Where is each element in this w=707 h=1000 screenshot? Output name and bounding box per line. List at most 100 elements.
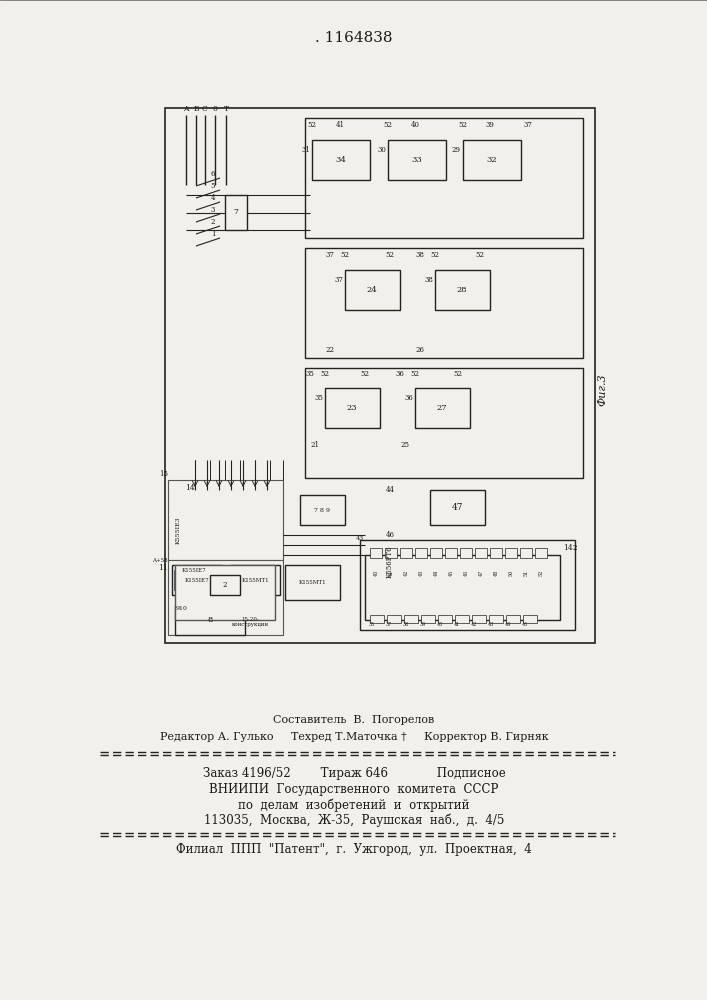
Text: 52: 52 xyxy=(431,251,440,259)
Text: 910: 910 xyxy=(176,605,188,610)
Text: Редактор А. Гулько     Техред Т.Маточка †     Корректор В. Гирняк: Редактор А. Гулько Техред Т.Маточка † Ко… xyxy=(160,732,549,742)
Bar xyxy=(506,615,520,623)
Text: 3: 3 xyxy=(211,206,215,214)
Text: 42: 42 xyxy=(471,622,477,628)
Text: ВНИИПИ  Государственного  комитета  СССР: ВНИИПИ Государственного комитета СССР xyxy=(209,784,498,796)
Text: 39: 39 xyxy=(420,622,426,628)
Text: 35: 35 xyxy=(369,622,375,628)
Text: 7 8 9: 7 8 9 xyxy=(314,508,330,512)
Text: A+58: A+58 xyxy=(153,558,168,562)
Text: 29: 29 xyxy=(452,146,461,154)
Text: 8: 8 xyxy=(207,616,213,624)
Text: 52: 52 xyxy=(383,121,392,129)
Text: 43: 43 xyxy=(356,536,364,540)
Text: 50: 50 xyxy=(508,570,513,576)
Bar xyxy=(490,548,502,558)
Text: 37: 37 xyxy=(325,251,334,259)
Text: 0: 0 xyxy=(213,105,218,113)
Text: 25: 25 xyxy=(400,441,409,449)
Text: 33: 33 xyxy=(411,156,422,164)
Bar xyxy=(168,480,283,560)
Text: 52: 52 xyxy=(361,370,370,378)
Text: 46: 46 xyxy=(464,570,469,576)
Bar xyxy=(445,548,457,558)
Bar xyxy=(175,605,245,635)
Text: 38: 38 xyxy=(416,251,424,259)
Bar xyxy=(305,118,583,238)
Bar xyxy=(370,548,382,558)
Bar xyxy=(415,548,427,558)
Bar xyxy=(300,495,345,525)
Text: Фиг.3: Фиг.3 xyxy=(597,374,607,406)
Bar xyxy=(305,248,583,358)
Bar xyxy=(463,140,521,180)
Bar xyxy=(388,140,446,180)
Text: 51: 51 xyxy=(523,570,529,576)
Bar xyxy=(385,548,397,558)
Text: 1: 1 xyxy=(211,230,215,238)
Text: 44: 44 xyxy=(433,570,438,576)
Text: 15-20-
конструкции: 15-20- конструкции xyxy=(231,617,269,627)
Bar xyxy=(415,388,470,428)
Bar xyxy=(400,548,412,558)
Bar xyxy=(325,388,380,428)
Text: 6: 6 xyxy=(211,170,215,178)
Text: по  делам  изобретений  и  открытий: по делам изобретений и открытий xyxy=(238,798,469,812)
Text: 2: 2 xyxy=(223,581,227,589)
Bar xyxy=(404,615,418,623)
Bar xyxy=(360,540,575,630)
Bar xyxy=(455,615,469,623)
Text: 47: 47 xyxy=(451,504,463,512)
Text: 52: 52 xyxy=(320,370,329,378)
Text: K556PT6: K556PT6 xyxy=(386,546,394,578)
Text: 44: 44 xyxy=(505,622,511,628)
Text: 40: 40 xyxy=(411,121,419,129)
Text: 24: 24 xyxy=(367,286,378,294)
Text: 28: 28 xyxy=(457,286,467,294)
Text: 7: 7 xyxy=(233,208,238,216)
Text: A: A xyxy=(183,105,189,113)
Text: 43: 43 xyxy=(419,570,423,576)
Bar xyxy=(370,615,384,623)
Bar xyxy=(225,195,247,230)
Bar xyxy=(387,615,401,623)
Bar xyxy=(285,565,340,600)
Bar xyxy=(198,570,204,590)
Bar xyxy=(460,548,472,558)
Text: 41: 41 xyxy=(336,121,344,129)
Bar xyxy=(435,270,490,310)
Text: K155MT1: K155MT1 xyxy=(298,580,326,584)
Text: 26: 26 xyxy=(416,346,424,354)
Bar xyxy=(206,570,212,590)
Text: K155IE7: K155IE7 xyxy=(185,578,209,582)
Bar xyxy=(421,615,435,623)
Bar xyxy=(430,548,442,558)
Bar xyxy=(175,565,275,620)
Bar xyxy=(174,570,180,590)
Bar xyxy=(230,565,280,595)
Bar xyxy=(305,368,583,478)
Bar xyxy=(489,615,503,623)
Text: 31: 31 xyxy=(301,146,310,154)
Text: 21: 21 xyxy=(310,441,320,449)
Text: 37: 37 xyxy=(334,276,343,284)
Text: 15: 15 xyxy=(159,470,168,478)
Text: Заказ 4196/52        Тираж 646             Подписное: Заказ 4196/52 Тираж 646 Подписное xyxy=(203,766,506,780)
Text: 44: 44 xyxy=(385,486,395,494)
Text: . 1164838: . 1164838 xyxy=(315,31,393,45)
Text: 36: 36 xyxy=(404,394,413,402)
Text: 113035,  Москва,  Ж-35,  Раушская  наб.,  д.  4/5: 113035, Москва, Ж-35, Раушская наб., д. … xyxy=(204,813,504,827)
Text: C: C xyxy=(202,105,208,113)
Bar xyxy=(190,570,196,590)
Text: 36: 36 xyxy=(395,370,404,378)
Text: 52: 52 xyxy=(459,121,467,129)
Text: 37: 37 xyxy=(524,121,532,129)
Bar xyxy=(345,270,400,310)
Text: 22: 22 xyxy=(325,346,334,354)
Text: 46: 46 xyxy=(385,531,395,539)
Text: 23: 23 xyxy=(346,404,357,412)
Text: B: B xyxy=(193,105,199,113)
Text: Филиал  ППП  "Патент",  г.  Ужгород,  ул.  Проектная,  4: Филиал ППП "Патент", г. Ужгород, ул. Про… xyxy=(176,844,532,856)
Text: 14: 14 xyxy=(185,484,194,492)
Text: K155IE7: K155IE7 xyxy=(182,568,206,572)
